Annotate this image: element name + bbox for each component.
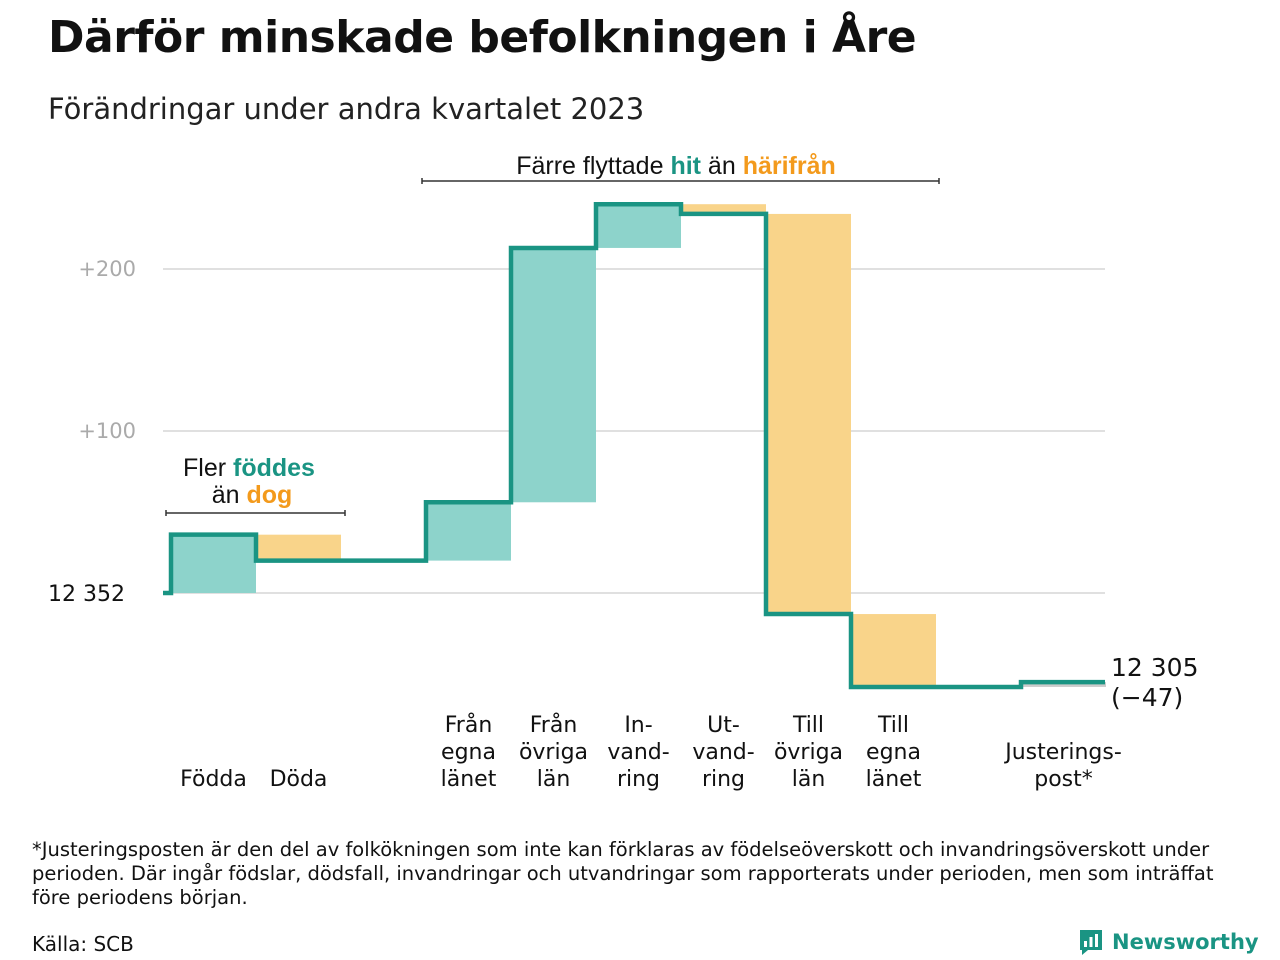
category-label: Födda xyxy=(180,767,247,792)
category-label: Ut-vand-ring xyxy=(692,713,754,792)
annotation-deaths: än dog xyxy=(212,481,293,509)
cumulative-step-line xyxy=(163,201,1105,690)
category-label: Till övriga län xyxy=(774,713,843,792)
step-line xyxy=(163,201,1105,690)
chart-subtitle: Förändringar under andra kvartalet 2023 xyxy=(48,92,645,126)
category-label: Från övriga län xyxy=(519,712,588,792)
bar xyxy=(681,204,766,214)
bar xyxy=(256,534,341,561)
newsworthy-logo-icon xyxy=(1080,930,1102,955)
annotation-births: Fler föddes xyxy=(183,454,315,482)
labels: 12 352 +200 +100 Födda Döda Från egna länet Från… xyxy=(48,257,1198,792)
brand-logo: Newsworthy xyxy=(1078,928,1259,956)
y-tick-label: +200 xyxy=(78,257,136,281)
y-tick-label: +100 xyxy=(78,419,136,443)
source-note: Källa: SCB xyxy=(32,932,134,956)
chart-title: Därför minskade befolkningen i Åre xyxy=(48,12,917,63)
annotation-migration: Färre flyttade hit än härifrån xyxy=(516,152,836,180)
bar xyxy=(511,247,596,503)
bar xyxy=(851,614,936,687)
bar xyxy=(1021,682,1106,687)
end-value-label: 12 305 xyxy=(1111,653,1198,682)
bars xyxy=(171,204,1106,687)
footnote: *Justeringsposten är den del av folkökni… xyxy=(32,838,1214,909)
bar xyxy=(171,534,256,593)
category-label: Från egna länet xyxy=(441,712,497,792)
start-value-label: 12 352 xyxy=(48,582,125,607)
category-label: Till egna länet xyxy=(866,713,922,792)
category-label: In-vand-ring xyxy=(607,713,669,792)
waterfall-chart: 12 352 +200 +100 Födda Döda Från egna länet Från… xyxy=(48,152,1198,792)
bar xyxy=(766,213,851,615)
bar xyxy=(426,502,511,561)
bracket-births-deaths xyxy=(165,510,346,516)
bar xyxy=(596,204,681,248)
grid-lines xyxy=(163,268,1105,594)
category-label: Döda xyxy=(270,767,328,792)
brand-name: Newsworthy xyxy=(1112,930,1259,954)
end-change-label: (−47) xyxy=(1111,683,1183,712)
bracket-migration xyxy=(421,178,940,184)
category-label: Justerings-post* xyxy=(1003,740,1122,792)
